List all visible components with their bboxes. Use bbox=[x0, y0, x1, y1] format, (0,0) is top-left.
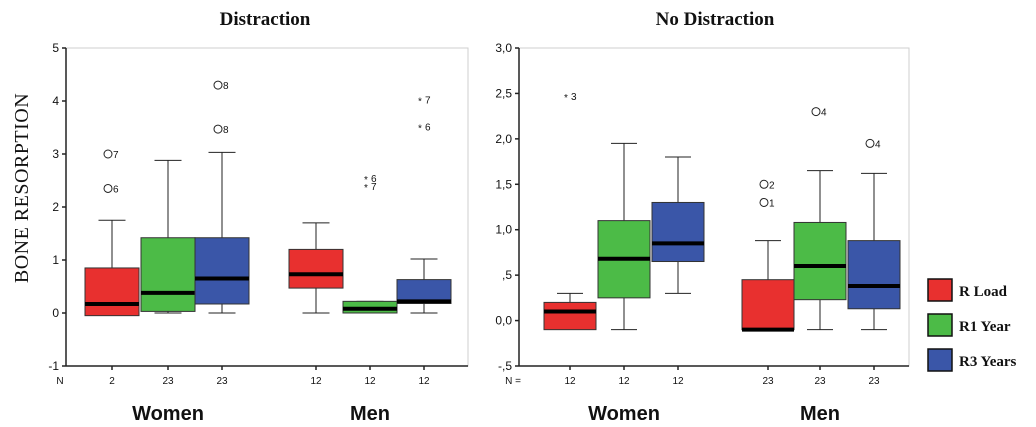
chart-title-no-distraction: No Distraction bbox=[656, 9, 775, 30]
n-value: 12 bbox=[418, 376, 430, 387]
outlier-circle bbox=[103, 149, 113, 159]
outlier-circle bbox=[759, 197, 769, 207]
chart-no-distraction: No Distraction -,5 0,0 ,5 1,0 1,5 2,0 2,5 3,0 N … bbox=[495, 9, 910, 425]
plot-frame-distraction bbox=[65, 47, 469, 367]
n-value: 12 bbox=[564, 376, 576, 387]
outlier-label: 6 bbox=[371, 174, 377, 185]
y-tick-label: 4 bbox=[52, 94, 59, 108]
box-iqr bbox=[741, 279, 795, 331]
outlier-label: 3 bbox=[571, 92, 577, 103]
n-value: 23 bbox=[868, 376, 880, 387]
y-tick-label: 2,0 bbox=[495, 132, 512, 146]
box-men-r1-year: 23 4 bbox=[793, 107, 847, 387]
group-label-women: Women bbox=[132, 403, 204, 425]
box-women-r-load: 2 7 6 bbox=[84, 149, 140, 387]
n-value: 23 bbox=[762, 376, 774, 387]
legend: R Load R1 Year R3 Years bbox=[927, 278, 1017, 372]
box-women-r3-years: 23 8 8 bbox=[194, 80, 250, 387]
outlier-label: 1 bbox=[769, 198, 775, 209]
y-tick-label: 2,5 bbox=[495, 86, 512, 100]
outlier-label: 7 bbox=[425, 95, 431, 106]
outlier-label: 8 bbox=[223, 125, 229, 136]
box-iqr bbox=[288, 248, 344, 289]
n-value: 23 bbox=[216, 376, 228, 387]
box-men-r-load: 23 2 1 bbox=[741, 179, 795, 387]
outlier-star: * bbox=[418, 123, 422, 134]
y-tick-label: 1 bbox=[52, 253, 59, 267]
y-tick-label: 0,0 bbox=[495, 314, 512, 328]
box-women-r1-year: 23 bbox=[140, 159, 196, 387]
box-iqr bbox=[140, 237, 196, 312]
y-tick-label: 3,0 bbox=[495, 41, 512, 55]
outlier-label: 8 bbox=[223, 81, 229, 92]
legend-swatch-r-load bbox=[927, 278, 953, 302]
outlier-star: * bbox=[364, 183, 368, 194]
y-tick-label: 3 bbox=[52, 147, 59, 161]
n-value: 12 bbox=[672, 376, 684, 387]
outlier-star: * bbox=[418, 96, 422, 107]
group-label-men: Men bbox=[350, 403, 390, 425]
outlier-circle bbox=[865, 138, 875, 148]
outlier-circle bbox=[811, 107, 821, 117]
outlier-circle bbox=[213, 124, 223, 134]
n-value: 2 bbox=[109, 376, 115, 387]
group-label-women: Women bbox=[588, 403, 660, 425]
legend-label-r-load: R Load bbox=[959, 284, 1008, 300]
box-men-r1-year: 12 * 6* 7 bbox=[342, 174, 398, 387]
n-label: N bbox=[56, 376, 63, 387]
box-men-r3-years: 12* 7* 6 bbox=[396, 95, 452, 387]
n-value: 23 bbox=[162, 376, 174, 387]
outlier-label: 6 bbox=[113, 184, 119, 195]
outlier-label: 7 bbox=[371, 182, 377, 193]
box-women-r-load: 12 * 3 bbox=[543, 92, 597, 387]
outlier-label: 4 bbox=[821, 108, 827, 119]
legend-label-r3-years: R3 Years bbox=[959, 354, 1017, 370]
outlier-circle bbox=[103, 183, 113, 193]
outlier-star: * bbox=[364, 175, 368, 186]
box-women-r1-year: 12 bbox=[597, 142, 651, 387]
y-tick-label: -1 bbox=[48, 359, 59, 373]
n-value: 12 bbox=[618, 376, 630, 387]
outlier-star: * bbox=[564, 93, 568, 104]
box-iqr bbox=[847, 240, 901, 310]
box-women-r3-years: 12 bbox=[651, 156, 705, 387]
y-tick-label: ,5 bbox=[502, 268, 512, 282]
outlier-label: 2 bbox=[769, 180, 775, 191]
box-iqr bbox=[543, 301, 597, 331]
y-axis-label: BONE RESORPTION bbox=[11, 93, 33, 283]
y-tick-label: 1,0 bbox=[495, 223, 512, 237]
box-men-r3-years: 23 4 bbox=[847, 138, 901, 387]
n-value: 12 bbox=[364, 376, 376, 387]
box-men-r-load: 12 bbox=[288, 222, 344, 387]
legend-swatch-r3-years bbox=[927, 348, 953, 372]
y-tick-label: -,5 bbox=[498, 359, 512, 373]
outlier-circle bbox=[213, 80, 223, 90]
legend-swatch-r1-year bbox=[927, 313, 953, 337]
outlier-label: 7 bbox=[113, 150, 119, 161]
y-tick-label: 0 bbox=[52, 306, 59, 320]
chart-title-distraction: Distraction bbox=[220, 9, 311, 30]
outlier-label: 4 bbox=[875, 139, 881, 150]
y-tick-label: 1,5 bbox=[495, 177, 512, 191]
box-iqr bbox=[396, 279, 452, 304]
box-iqr bbox=[194, 237, 250, 305]
box-iqr bbox=[84, 267, 140, 317]
n-value: 12 bbox=[310, 376, 322, 387]
outlier-label: 6 bbox=[425, 122, 431, 133]
n-value: 23 bbox=[814, 376, 826, 387]
y-tick-label: 5 bbox=[52, 41, 59, 55]
y-tick-label: 2 bbox=[52, 200, 59, 214]
box-iqr bbox=[793, 221, 847, 301]
n-label: N = bbox=[505, 376, 521, 387]
legend-label-r1-year: R1 Year bbox=[959, 319, 1011, 335]
outlier-circle bbox=[759, 179, 769, 189]
group-label-men: Men bbox=[800, 403, 840, 425]
box-iqr bbox=[651, 201, 705, 263]
